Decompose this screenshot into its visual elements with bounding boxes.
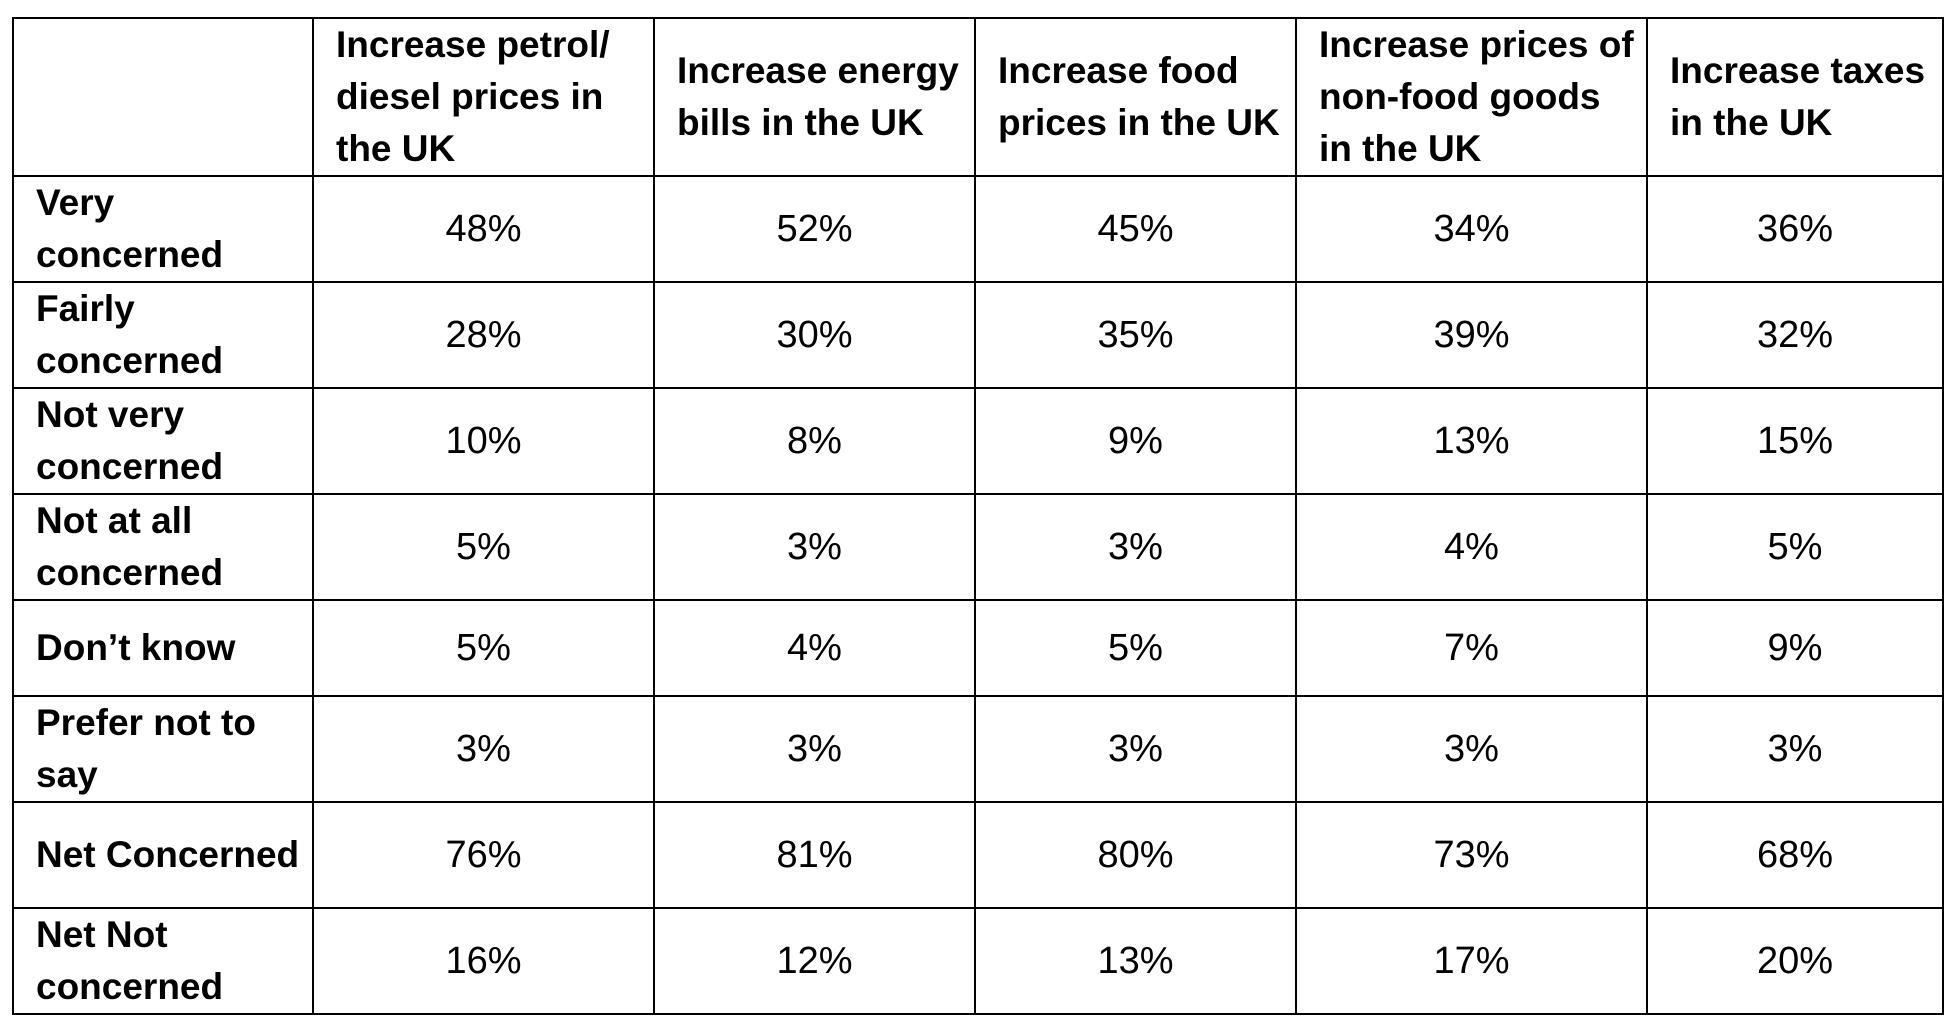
table-cell: 36% [1646, 175, 1944, 283]
corner-cell [12, 17, 314, 177]
table-cell: 3% [653, 695, 976, 803]
column-header: Increase taxes in the UK [1646, 17, 1944, 177]
table-cell: 68% [1646, 801, 1944, 909]
concern-table: Increase petrol/ diesel prices in the UK… [12, 17, 1944, 1015]
table-cell: 3% [312, 695, 655, 803]
table-cell: 34% [1295, 175, 1648, 283]
table-row: Net Concerned 76% 81% 80% 73% 68% [12, 801, 1944, 909]
table-cell: 5% [312, 599, 655, 697]
table-row: Fairly concerned 28% 30% 35% 39% 32% [12, 281, 1944, 389]
table-cell: 4% [1295, 493, 1648, 601]
table-cell: 16% [312, 907, 655, 1015]
row-label: Net Concerned [12, 801, 314, 909]
table-cell: 3% [974, 493, 1297, 601]
table-cell: 39% [1295, 281, 1648, 389]
table-cell: 17% [1295, 907, 1648, 1015]
table-cell: 4% [653, 599, 976, 697]
column-header: Increase prices of non-food goods in the… [1295, 17, 1648, 177]
row-label: Don’t know [12, 599, 314, 697]
table-cell: 3% [1295, 695, 1648, 803]
row-label: Very concerned [12, 175, 314, 283]
table-cell: 9% [974, 387, 1297, 495]
table-cell: 7% [1295, 599, 1648, 697]
table-cell: 15% [1646, 387, 1944, 495]
table-cell: 52% [653, 175, 976, 283]
row-label: Prefer not to say [12, 695, 314, 803]
table-cell: 80% [974, 801, 1297, 909]
table-cell: 13% [1295, 387, 1648, 495]
table-cell: 8% [653, 387, 976, 495]
table-cell: 45% [974, 175, 1297, 283]
table-cell: 73% [1295, 801, 1648, 909]
table-cell: 5% [1646, 493, 1944, 601]
table-cell: 9% [1646, 599, 1944, 697]
table-row: Very concerned 48% 52% 45% 34% 36% [12, 175, 1944, 283]
table-cell: 3% [974, 695, 1297, 803]
column-header: Increase energy bills in the UK [653, 17, 976, 177]
table-cell: 20% [1646, 907, 1944, 1015]
row-label: Fairly concerned [12, 281, 314, 389]
table-cell: 81% [653, 801, 976, 909]
table-row: Don’t know 5% 4% 5% 7% 9% [12, 599, 1944, 697]
table-cell: 3% [1646, 695, 1944, 803]
header-row: Increase petrol/ diesel prices in the UK… [12, 17, 1944, 177]
table-cell: 5% [312, 493, 655, 601]
column-header: Increase petrol/ diesel prices in the UK [312, 17, 655, 177]
table-cell: 3% [653, 493, 976, 601]
table-cell: 10% [312, 387, 655, 495]
row-label: Not very concerned [12, 387, 314, 495]
table-row: Not at all concerned 5% 3% 3% 4% 5% [12, 493, 1944, 601]
table-cell: 76% [312, 801, 655, 909]
table-cell: 35% [974, 281, 1297, 389]
column-header: Increase food prices in the UK [974, 17, 1297, 177]
row-label: Not at all concerned [12, 493, 314, 601]
table-row: Net Not concerned 16% 12% 13% 17% 20% [12, 907, 1944, 1015]
table-cell: 5% [974, 599, 1297, 697]
row-label: Net Not concerned [12, 907, 314, 1015]
table-cell: 32% [1646, 281, 1944, 389]
table-cell: 28% [312, 281, 655, 389]
table-row: Prefer not to say 3% 3% 3% 3% 3% [12, 695, 1944, 803]
table-cell: 30% [653, 281, 976, 389]
table-row: Not very concerned 10% 8% 9% 13% 15% [12, 387, 1944, 495]
table-cell: 12% [653, 907, 976, 1015]
table-cell: 48% [312, 175, 655, 283]
table-cell: 13% [974, 907, 1297, 1015]
